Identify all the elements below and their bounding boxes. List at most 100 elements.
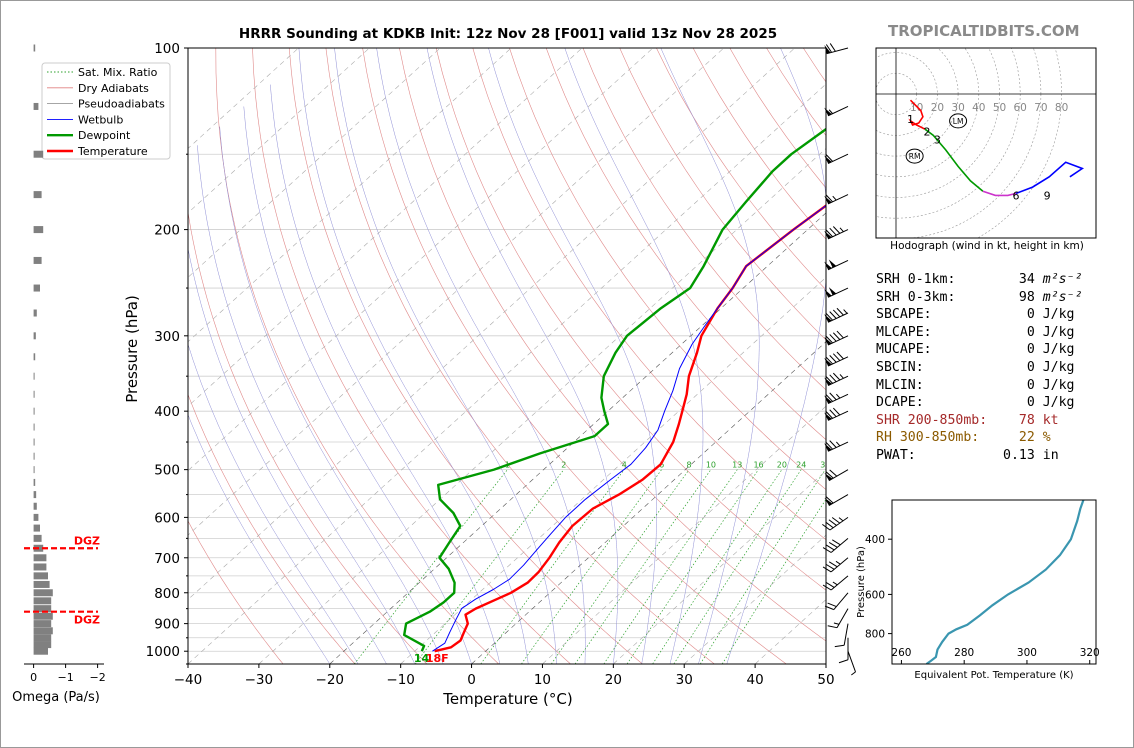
- stat-row: SBCAPE: 0 J/kg: [876, 307, 1075, 322]
- hodograph-marker-ring: [949, 113, 968, 129]
- wind-barb-full: [828, 541, 838, 548]
- wind-barb-flag: [824, 357, 832, 367]
- dry-adiabat-line: [188, 393, 356, 664]
- hodograph-ring-label: 20: [931, 102, 944, 114]
- omega-bar: [33, 150, 44, 158]
- hodograph-marker-label: RM: [909, 152, 921, 161]
- wind-barb-staff: [836, 608, 849, 628]
- wind-barb: [834, 623, 849, 648]
- dry-adiabat-line: [288, 48, 643, 664]
- wind-barb-full: [825, 563, 835, 570]
- mixing-ratio-label: 30: [820, 461, 830, 470]
- y-tick-label: 900: [154, 617, 180, 633]
- pseudoadiabat-line: [188, 413, 331, 664]
- legend-label: Dry Adiabats: [78, 82, 149, 95]
- wind-barb-full: [832, 226, 841, 234]
- stat-label: SRH 0-3km:: [876, 289, 956, 305]
- wind-barb-flag: [828, 287, 837, 296]
- y-tick-label: 1000: [146, 644, 180, 660]
- pseudoadiabat-line: [188, 247, 387, 664]
- wind-barb-flag: [824, 261, 832, 270]
- wind-barb-staff: [833, 592, 849, 610]
- stat-unit: m²s⁻²: [1042, 289, 1083, 305]
- omega-bar: [33, 284, 40, 292]
- legend-label: Dewpoint: [78, 129, 131, 142]
- omega-bar: [33, 627, 53, 635]
- stat-unit: in: [1042, 448, 1059, 463]
- omega-bar: [33, 466, 35, 474]
- wind-barb-half: [832, 581, 838, 586]
- omega-bar: [33, 423, 35, 431]
- hodograph-frame: [875, 47, 1097, 239]
- dgz-label: DGZ: [74, 534, 100, 547]
- wind-barb-full: [825, 44, 832, 53]
- legend-label: Temperature: [77, 145, 148, 158]
- stat-unit: J/kg: [1042, 307, 1075, 323]
- stat-unit: J/kg: [1042, 324, 1075, 340]
- wind-barb-flag: [824, 497, 833, 506]
- stat-value: 0: [931, 342, 1043, 358]
- mixing-ratio-label: 2: [561, 461, 566, 470]
- skewt-x-axis-label: Temperature (°C): [443, 690, 573, 708]
- wind-barb-full: [832, 372, 841, 381]
- x-tick-label: −20: [316, 672, 345, 688]
- theta-e-y-tick-label: 400: [865, 534, 885, 546]
- dewpoint-profile: [403, 127, 826, 652]
- wind-barb: [824, 494, 849, 507]
- omega-bar: [33, 647, 48, 655]
- omega-bar: [33, 353, 36, 361]
- wind-barb-full: [825, 356, 833, 365]
- stat-unit: %: [1042, 430, 1051, 446]
- wind-barb: [838, 637, 849, 664]
- omega-bar: [33, 554, 47, 562]
- y-tick-label: 800: [154, 586, 180, 602]
- wind-barb-flag: [824, 314, 832, 323]
- omega-bar: [33, 563, 47, 571]
- wind-barb-staff: [827, 194, 849, 205]
- stat-row: PWAT: 0.13 in: [876, 448, 1059, 463]
- pseudoadiabat-line: [334, 48, 557, 664]
- mixing-ratio-line: [521, 469, 662, 664]
- hodograph-trace: [982, 190, 1017, 197]
- dgz-label: DGZ: [74, 614, 100, 627]
- omega-bar: [33, 589, 53, 597]
- wind-barb-full: [836, 330, 844, 339]
- wind-barb-staff: [843, 623, 849, 646]
- hodograph-ring-label: 30: [951, 102, 964, 114]
- pseudoadiabat-line: [197, 145, 416, 664]
- wind-barb: [827, 608, 849, 629]
- hodograph-trace: [908, 99, 926, 130]
- omega-bar: [33, 597, 52, 605]
- hodograph-plot: 10 20 30 40 50 60 70 80 123 6 9 LM RM: [876, 48, 1096, 238]
- wind-barb-half: [835, 393, 841, 399]
- x-tick-label: 20: [605, 672, 622, 688]
- omega-bar: [33, 438, 35, 446]
- omega-bar: [33, 641, 52, 649]
- dry-adiabat-line: [188, 210, 428, 664]
- wind-barb-half: [838, 517, 844, 522]
- wind-barb-full: [828, 519, 837, 526]
- pseudoadiabat-line: [376, 48, 586, 664]
- stat-unit: m²s⁻²: [1042, 272, 1083, 287]
- wind-barb: [824, 287, 849, 298]
- mixing-ratio-label: 10: [706, 461, 716, 470]
- x-tick-label: 40: [747, 672, 764, 688]
- pseudoadiabat-line: [298, 48, 529, 664]
- wind-barb-full: [822, 523, 831, 531]
- wind-barb: [824, 392, 849, 405]
- omega-bar: [33, 524, 40, 532]
- omega-bar: [33, 513, 39, 521]
- wind-barb-staff: [826, 47, 849, 55]
- wind-barb-flag: [824, 155, 832, 164]
- mixing-ratio-label: 6: [659, 461, 664, 470]
- mixing-ratio-line: [721, 498, 826, 664]
- pseudoadiabat-line: [726, 48, 826, 664]
- wind-barb-flag: [824, 107, 832, 116]
- wind-barb-full: [825, 376, 833, 384]
- wind-barb: [822, 557, 849, 573]
- wind-barb-full: [824, 605, 835, 611]
- wind-barb-full: [836, 351, 844, 360]
- wind-barb-full: [829, 227, 837, 236]
- x-tick-label: 30: [676, 672, 693, 688]
- pseudoadiabat-line: [243, 106, 472, 664]
